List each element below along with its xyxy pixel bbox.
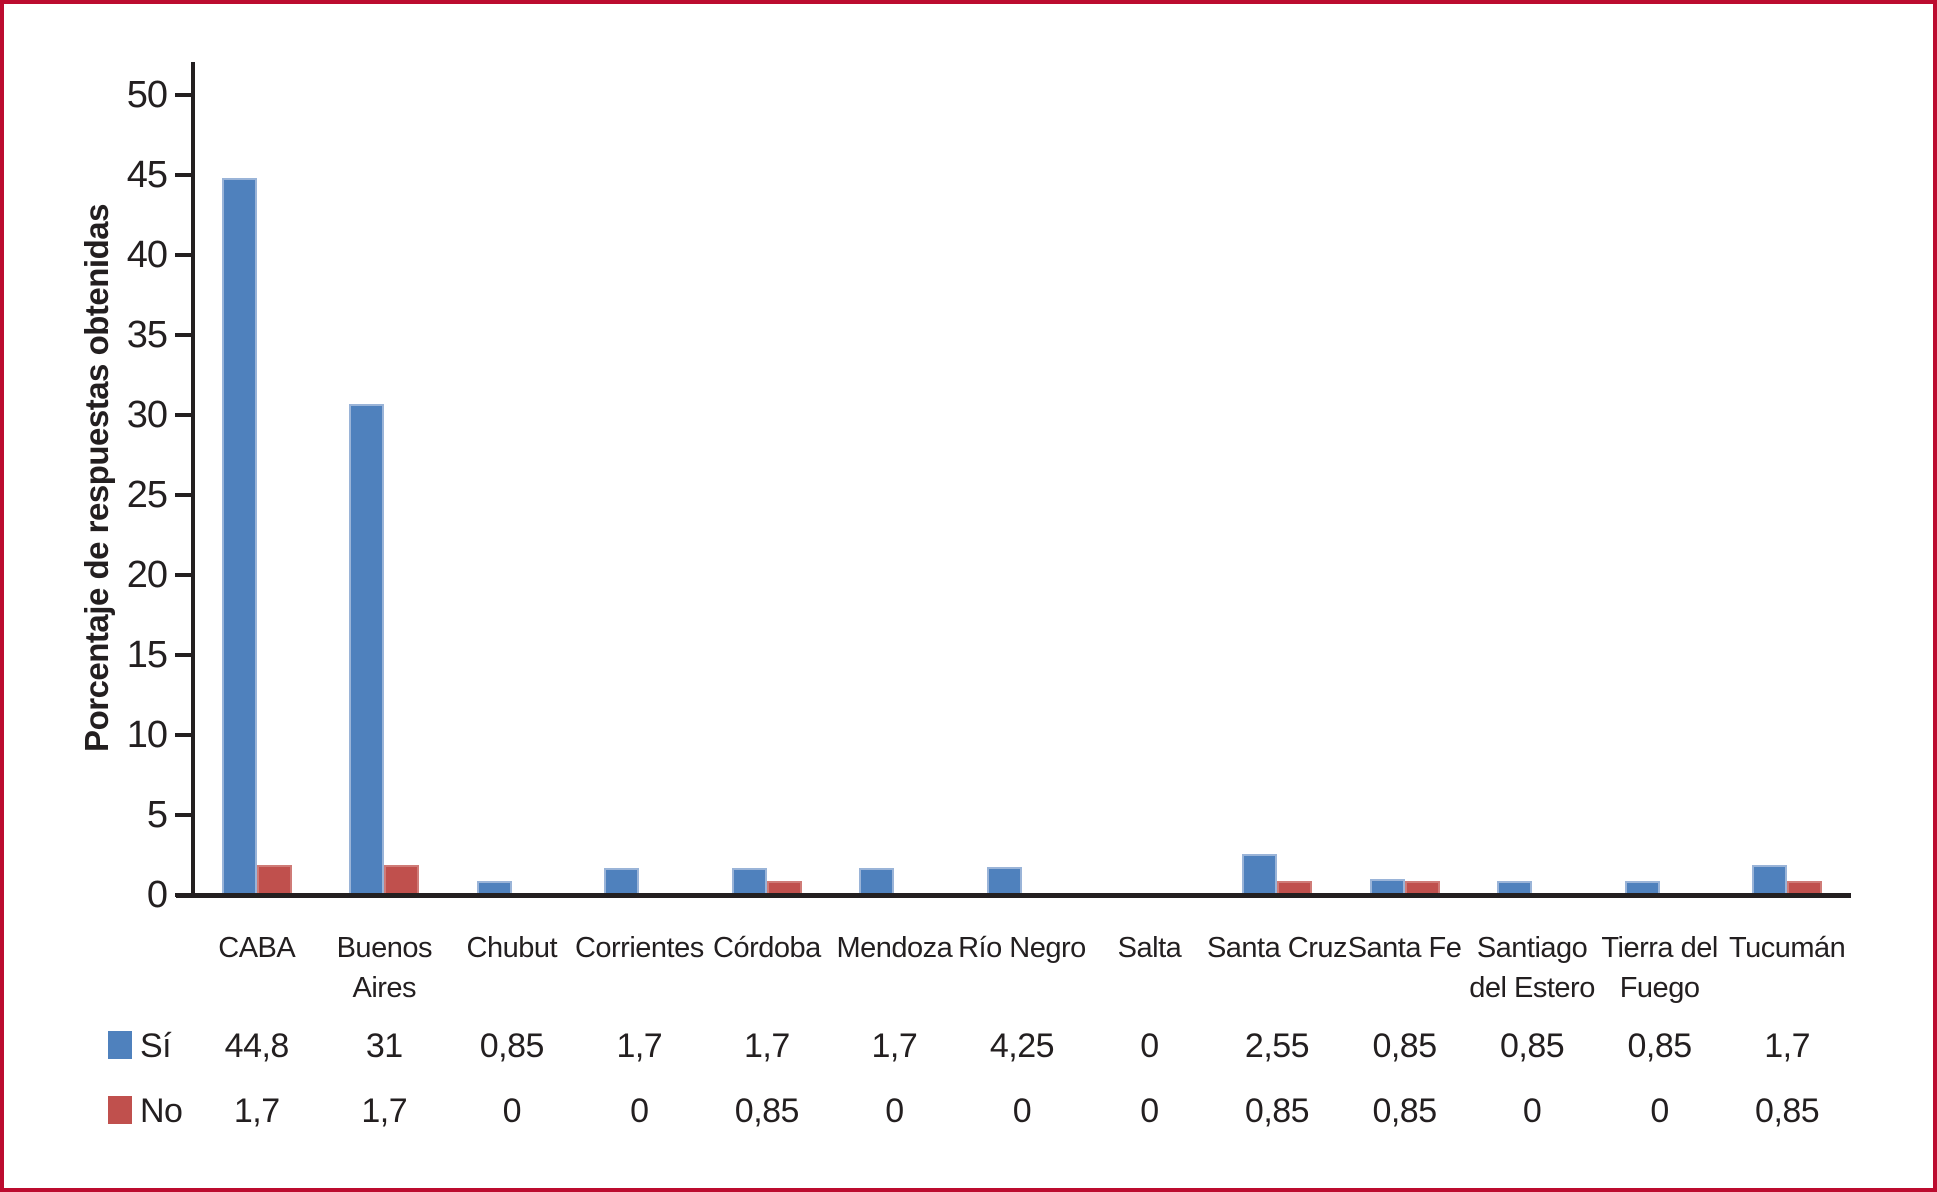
x-label-santiago-del-estero: Santiago del Estero (1469, 932, 1595, 1004)
bar-si-cordoba (731, 867, 767, 895)
table-value-si-buenos-aires: 31 (365, 1027, 403, 1065)
table-value-si-tierra-del-fuego: 0,85 (1627, 1027, 1693, 1065)
y-axis-tick-label: 50 (126, 74, 168, 116)
table-value-si-mendoza: 1,7 (871, 1027, 918, 1065)
table-value-si-chubut: 0,85 (479, 1027, 545, 1065)
table-value-no-caba: 1,7 (233, 1092, 280, 1130)
legend-label-no: No (140, 1092, 183, 1130)
bar-si-mendoza (859, 867, 895, 895)
table-value-no-chubut: 0 (502, 1092, 522, 1130)
x-label-cordoba: Córdoba (713, 932, 821, 964)
table-value-no-tierra-del-fuego: 0 (1650, 1092, 1669, 1130)
x-label-tierra-del-fuego: Tierra del Fuego (1601, 932, 1718, 1004)
y-axis-tick-label: 0 (146, 874, 168, 916)
bar-si-santiago-del-estero (1497, 881, 1533, 895)
x-label-mendoza: Mendoza (836, 932, 953, 964)
y-axis-tick-label: 10 (126, 714, 168, 756)
x-label-chubut: Chubut (466, 932, 558, 964)
x-label-santa-fe: Santa Fe (1347, 932, 1462, 964)
y-axis-tick (175, 413, 191, 417)
table-value-si-tucuman: 1,7 (1764, 1027, 1810, 1065)
table-value-si-santa-fe: 0,85 (1372, 1027, 1437, 1065)
bar-si-buenos-aires (349, 403, 385, 895)
y-axis-line (191, 62, 195, 898)
y-axis-tick (175, 333, 191, 337)
table-value-si-caba: 44,8 (224, 1027, 290, 1065)
bar-no-cordoba (766, 881, 802, 895)
table-value-no-cordoba: 0,85 (734, 1092, 800, 1130)
y-axis-tick-label: 45 (126, 154, 168, 196)
table-value-no-mendoza: 0 (885, 1092, 904, 1130)
legend-swatch-no (108, 1096, 132, 1124)
table-value-no-santiago-del-estero: 0 (1522, 1092, 1542, 1130)
bar-no-santa-fe (1404, 881, 1440, 895)
table-value-no-buenos-aires: 1,7 (361, 1092, 408, 1130)
table-value-si-santa-cruz: 2,55 (1244, 1027, 1310, 1065)
bar-si-corrientes (604, 867, 640, 895)
bar-no-santa-cruz (1277, 881, 1312, 895)
x-label-santa-cruz: Santa Cruz (1206, 932, 1348, 964)
table-value-no-santa-fe: 0,85 (1372, 1092, 1437, 1130)
y-axis-tick-label: 5 (146, 794, 168, 836)
bar-si-santa-cruz (1242, 854, 1277, 895)
x-label-rio-negro: Río Negro (958, 932, 1086, 964)
y-axis-tick-label: 20 (126, 554, 168, 596)
x-label-tucuman: Tucumán (1728, 932, 1846, 964)
y-axis-tick-label: 15 (126, 634, 168, 676)
table-value-si-corrientes: 1,7 (616, 1027, 663, 1065)
y-axis-tick (175, 653, 191, 657)
x-axis-line (176, 893, 1851, 898)
y-axis-tick (175, 493, 191, 497)
bar-no-buenos-aires (384, 865, 420, 895)
y-axis-tick-label: 40 (126, 234, 168, 276)
y-axis-tick-label: 25 (126, 474, 168, 516)
y-axis-tick (175, 813, 191, 817)
y-axis-tick (175, 573, 191, 577)
table-value-si-cordoba: 1,7 (743, 1027, 790, 1065)
x-label-corrientes: Corrientes (574, 932, 704, 964)
x-label-salta: Salta (1117, 932, 1182, 964)
legend-label-si: Sí (140, 1027, 172, 1065)
table-value-si-rio-negro: 4,25 (989, 1027, 1055, 1065)
bar-si-tierra-del-fuego (1624, 881, 1660, 895)
table-value-si-santiago-del-estero: 0,85 (1499, 1027, 1565, 1065)
bar-si-caba (221, 178, 257, 895)
bar-si-tucuman (1752, 864, 1788, 895)
x-label-caba: CABA (218, 932, 296, 964)
y-axis-tick (175, 253, 191, 257)
table-value-no-rio-negro: 0 (1012, 1092, 1032, 1130)
x-label-buenos-aires: Buenos Aires (336, 932, 433, 1004)
table-value-si-salta: 0 (1140, 1027, 1159, 1065)
y-axis-tick-label: 35 (126, 314, 168, 356)
table-value-no-salta: 0 (1140, 1092, 1159, 1130)
bar-no-tucuman (1787, 881, 1823, 895)
legend-swatch-si (108, 1031, 132, 1059)
table-value-no-corrientes: 0 (630, 1092, 649, 1130)
bar-no-caba (256, 865, 292, 895)
y-axis-tick (175, 93, 191, 97)
table-value-no-tucuman: 0,85 (1755, 1092, 1820, 1130)
table-value-no-santa-cruz: 0,85 (1244, 1092, 1310, 1130)
y-axis-tick (175, 733, 191, 737)
bar-si-rio-negro (986, 867, 1022, 895)
bar-si-santa-fe (1369, 879, 1405, 895)
y-axis-tick (175, 173, 191, 177)
y-axis-tick-label: 30 (126, 394, 168, 436)
bar-si-chubut (476, 881, 512, 895)
